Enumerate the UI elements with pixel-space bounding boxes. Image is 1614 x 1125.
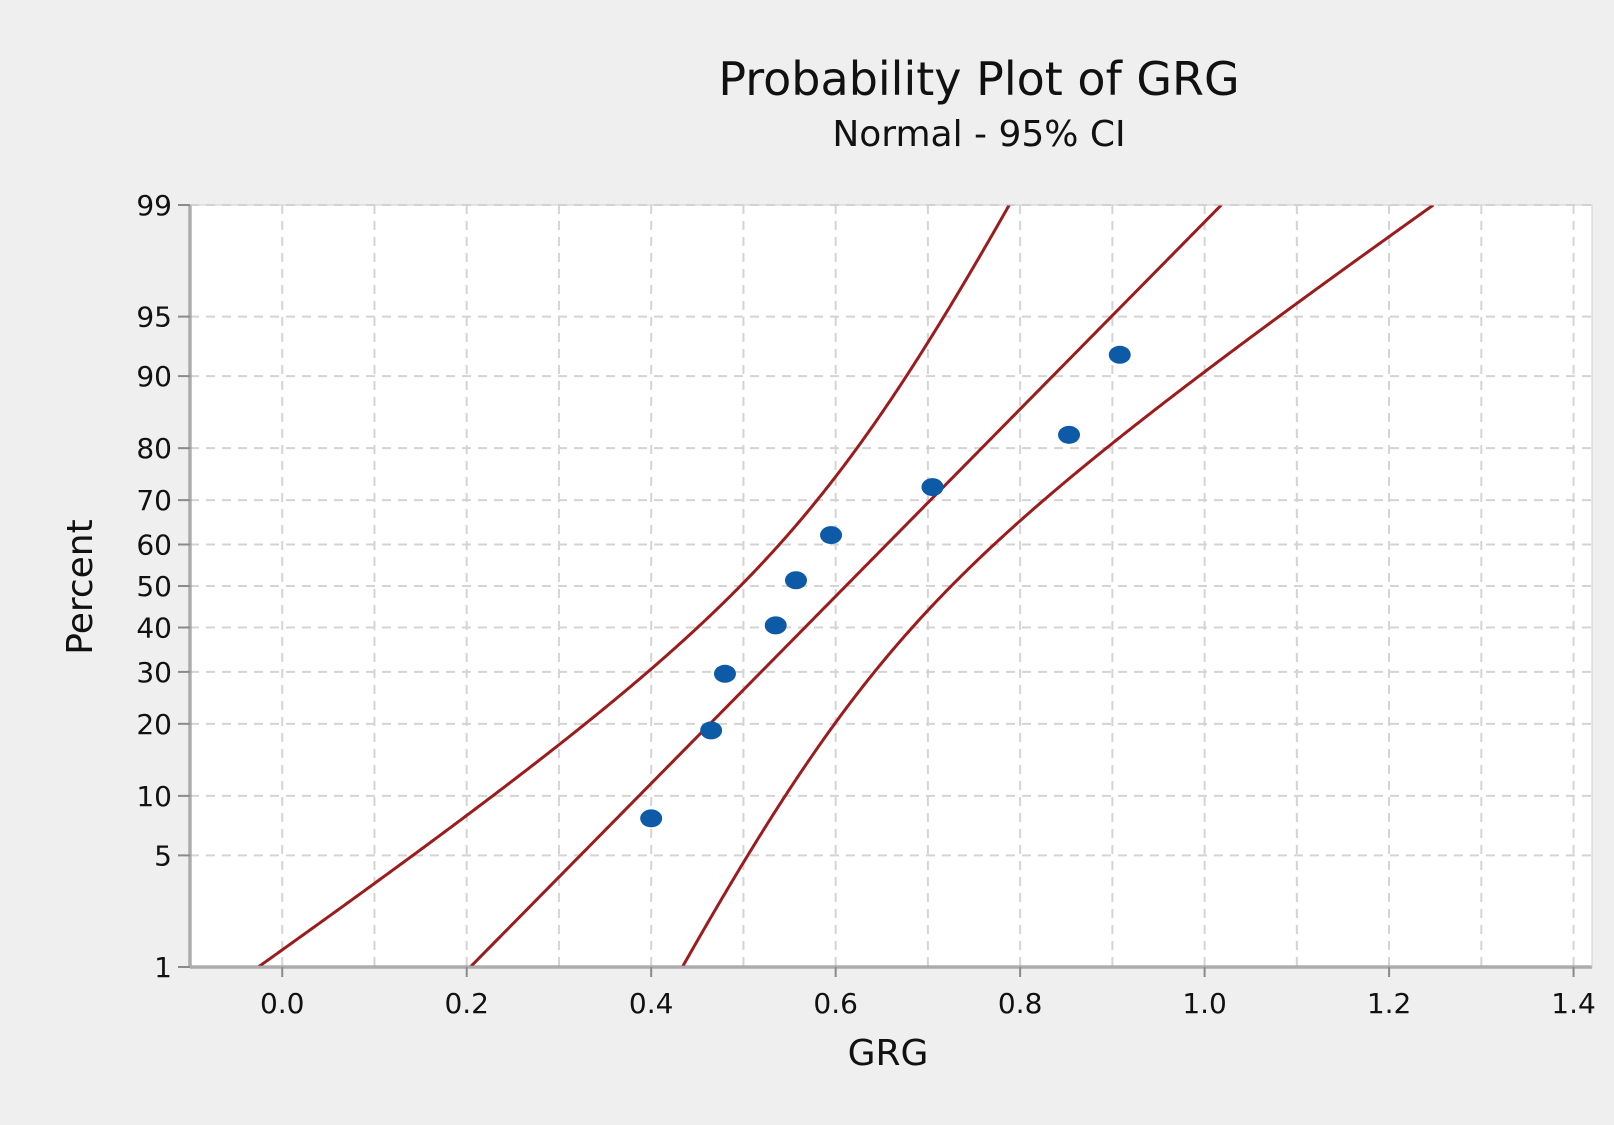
chart-title: Probability Plot of GRG [718, 52, 1239, 106]
data-point [1058, 425, 1081, 444]
data-point [713, 664, 736, 683]
data-point [921, 478, 944, 497]
data-point [764, 616, 787, 635]
data-point [700, 721, 723, 740]
y-tick-label: 70 [136, 484, 172, 517]
y-tick-label: 30 [136, 656, 172, 689]
y-tick-label: 1 [154, 951, 172, 984]
fit-line [469, 205, 1223, 967]
x-tick-label: 1.0 [1182, 987, 1227, 1020]
x-tick-label: 0.2 [444, 987, 489, 1020]
y-tick-label: 5 [154, 839, 172, 872]
ci-upper-line [257, 205, 1011, 967]
data-point [640, 809, 663, 828]
y-tick-label: 99 [136, 189, 172, 222]
tick-labels: 0.0 0.2 0.4 0.6 0.8 1.0 1.2 1.4 1 5 10 20 30 40 50 60 70… [136, 189, 1595, 1020]
data-points [640, 345, 1131, 828]
y-tick-label: 60 [136, 529, 172, 562]
x-tick-label: 0.8 [998, 987, 1043, 1020]
data-point [784, 571, 807, 590]
x-tick-label: 0.0 [260, 987, 305, 1020]
y-tick-label: 40 [136, 611, 172, 644]
y-tick-label: 90 [136, 360, 172, 393]
x-tick-label: 0.4 [629, 987, 674, 1020]
fit-and-ci-lines [257, 205, 1435, 967]
data-point [1108, 345, 1131, 364]
ci-lower-line [681, 205, 1435, 967]
x-tick-label: 1.4 [1551, 987, 1596, 1020]
y-tick-label: 80 [136, 432, 172, 465]
chart-subtitle: Normal - 95% CI [832, 114, 1125, 155]
y-tick-label: 95 [136, 301, 172, 334]
y-tick-label: 20 [136, 708, 172, 741]
data-point [820, 526, 843, 545]
x-axis-title: GRG [848, 1033, 929, 1074]
axes [178, 204, 1593, 977]
y-tick-label: 10 [136, 780, 172, 813]
x-tick-label: 0.6 [813, 987, 858, 1020]
y-axis-title: Percent [60, 519, 101, 654]
x-tick-label: 1.2 [1367, 987, 1412, 1020]
y-tick-label: 50 [136, 570, 172, 603]
